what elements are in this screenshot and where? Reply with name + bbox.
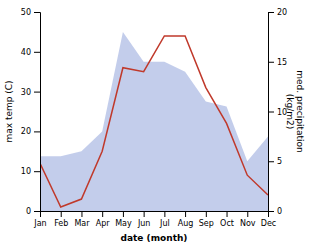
tick-mark <box>34 171 40 172</box>
tick-label: Jul <box>159 219 170 228</box>
precipitation-area <box>40 32 268 211</box>
y2-axis: 0 5 10 15 20 <box>268 8 287 216</box>
tick-label: 20 <box>277 8 287 17</box>
tick-label: Apr <box>96 219 111 228</box>
tick-label: 0 <box>26 207 31 216</box>
y2-axis-title-line: med. precipitation <box>295 70 305 152</box>
tick-label: Nov <box>240 219 256 228</box>
tick-mark <box>268 211 274 212</box>
tick-label: Oct <box>220 219 234 228</box>
tick-label: Jan <box>33 219 46 228</box>
tick-mark <box>268 161 274 162</box>
tick-mark <box>34 92 40 93</box>
tick: Sep <box>199 211 214 228</box>
tick: May <box>115 211 132 228</box>
tick: Apr <box>96 211 111 228</box>
tick-mark <box>34 131 40 132</box>
axis-line <box>269 13 275 212</box>
y2-axis-title: med. precipitation(kg/m2) <box>285 70 305 152</box>
tick-label: 50 <box>21 8 31 17</box>
tick-mark <box>206 211 207 217</box>
tick: Mar <box>74 211 90 228</box>
tick-label: 15 <box>277 58 287 67</box>
tick-label: 20 <box>21 127 31 136</box>
tick-mark <box>123 211 124 217</box>
tick: Aug <box>178 211 194 228</box>
tick-mark <box>102 211 103 217</box>
tick: 0 <box>268 207 282 216</box>
tick: Feb <box>54 211 68 228</box>
tick-mark <box>227 211 228 217</box>
tick-mark <box>268 112 274 113</box>
y2-axis-title-line: (kg/m2) <box>285 94 295 129</box>
tick: 20 <box>21 127 40 136</box>
plot: JanFebMarAprMayJunJulAugSepOctNovDec0102… <box>4 8 305 243</box>
x-axis: Jan Feb Mar Apr May Jun Jul Aug Sep Oct Nov Dec <box>33 211 276 228</box>
tick: 10 <box>21 167 40 176</box>
tick: 15 <box>268 58 287 67</box>
tick: Nov <box>240 211 256 228</box>
tick-label: Dec <box>261 219 276 228</box>
tick-label: Aug <box>178 219 194 228</box>
tick: 0 <box>26 207 40 216</box>
tick-label: 30 <box>21 88 31 97</box>
tick: Jun <box>137 211 151 228</box>
tick-label: Feb <box>54 219 68 228</box>
tick-mark <box>61 211 62 217</box>
temperature-line <box>40 36 268 207</box>
y-axis-title: max temp (C) <box>4 80 14 142</box>
tick-mark <box>144 211 145 217</box>
x-axis-title: date (month) <box>121 233 188 243</box>
tick-mark <box>268 62 274 63</box>
tick-mark <box>247 211 248 217</box>
tick: 5 <box>268 157 282 166</box>
tick: Oct <box>220 211 234 228</box>
chart: JanFebMarAprMayJunJulAugSepOctNovDec0102… <box>0 0 318 247</box>
tick-label: 0 <box>277 207 282 216</box>
tick-label: Jun <box>137 219 151 228</box>
tick: 20 <box>268 8 287 17</box>
tick: 10 <box>268 108 287 117</box>
y-axis: 0 10 20 30 40 50 <box>21 8 41 216</box>
tick-mark <box>34 211 40 212</box>
marks <box>40 32 268 211</box>
tick-mark <box>34 52 40 53</box>
tick-mark <box>268 12 274 13</box>
tick-mark <box>34 12 40 13</box>
tick: Jan <box>33 211 46 228</box>
tick-label: May <box>115 219 132 228</box>
tick: Jul <box>159 211 170 228</box>
tick-mark <box>81 211 82 217</box>
tick: 30 <box>21 88 40 97</box>
tick-label: 5 <box>277 157 282 166</box>
tick: 50 <box>21 8 40 17</box>
axis-line <box>41 212 269 218</box>
tick: 40 <box>21 48 40 57</box>
tick-mark <box>185 211 186 217</box>
axis-line <box>34 13 41 212</box>
tick-label: 40 <box>21 48 31 57</box>
tick-mark <box>164 211 165 217</box>
tick-label: Sep <box>199 219 214 228</box>
tick-label: Mar <box>74 219 90 228</box>
tick: Dec <box>261 211 276 228</box>
tick-label: 10 <box>21 167 31 176</box>
